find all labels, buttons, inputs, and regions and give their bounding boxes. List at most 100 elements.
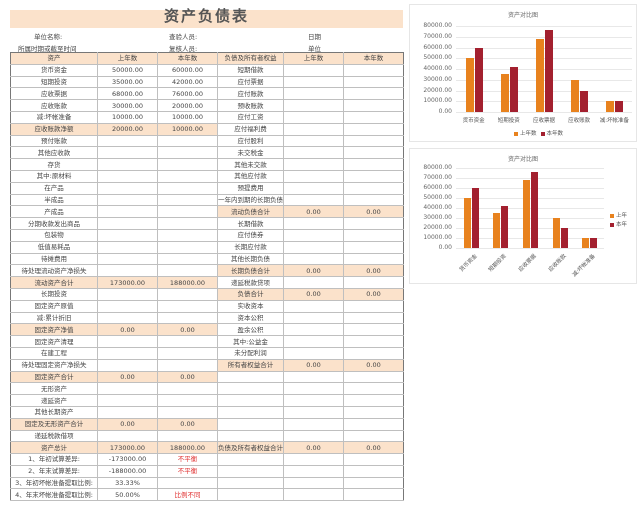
- asset-name-cell[interactable]: 货币资金: [10, 63, 98, 77]
- liability-curr-year-cell[interactable]: [343, 370, 404, 384]
- liability-name-cell[interactable]: 长期借款: [217, 217, 284, 230]
- asset-name-cell[interactable]: 低值易耗品: [10, 240, 98, 254]
- liability-name-cell[interactable]: 长期应付款: [217, 240, 284, 254]
- liability-curr-year-cell[interactable]: [343, 240, 404, 254]
- liability-prev-year-cell[interactable]: 0.00: [283, 287, 344, 301]
- liability-name-cell[interactable]: 流动负债合计: [217, 205, 284, 219]
- empty-cell[interactable]: [283, 464, 344, 478]
- chart-legend[interactable]: 上年数 本年数: [514, 129, 567, 137]
- checker-label[interactable]: 查验人员:: [169, 33, 198, 41]
- check-value-cell[interactable]: 50.00%: [97, 488, 158, 502]
- liability-name-cell[interactable]: 预提费用: [217, 181, 284, 195]
- asset-name-cell[interactable]: 预付账款: [10, 134, 98, 148]
- bar-curr-0[interactable]: [474, 47, 483, 112]
- asset-prev-year-cell[interactable]: [97, 264, 158, 278]
- asset-curr-year-cell[interactable]: [157, 394, 218, 407]
- bar-prev-4[interactable]: [582, 238, 590, 248]
- column-header[interactable]: 资产: [10, 52, 98, 65]
- liability-curr-year-cell[interactable]: [343, 323, 404, 337]
- bar-prev-1[interactable]: [493, 213, 501, 248]
- liability-curr-year-cell[interactable]: [343, 228, 404, 242]
- liability-name-cell[interactable]: 递延税款贷项: [217, 276, 284, 289]
- liability-curr-year-cell[interactable]: [343, 134, 404, 148]
- bar-curr-4[interactable]: [590, 238, 598, 248]
- column-header[interactable]: 本年数: [343, 52, 404, 65]
- asset-name-cell[interactable]: 减:累计折旧: [10, 311, 98, 325]
- asset-curr-year-cell[interactable]: 60000.00: [157, 63, 218, 77]
- asset-prev-year-cell[interactable]: 173000.00: [97, 441, 158, 455]
- liability-prev-year-cell[interactable]: [283, 405, 344, 419]
- liability-prev-year-cell[interactable]: [283, 134, 344, 148]
- liability-name-cell[interactable]: 应付账款: [217, 87, 284, 101]
- check-status-cell[interactable]: 不平衡: [157, 453, 218, 466]
- asset-curr-year-cell[interactable]: 76000.00: [157, 87, 218, 101]
- liability-name-cell[interactable]: 负债合计: [217, 287, 284, 301]
- asset-name-cell[interactable]: 应收账款: [10, 99, 98, 112]
- asset-name-cell[interactable]: 固定资产清理: [10, 335, 98, 348]
- bar-prev-0[interactable]: [463, 198, 471, 248]
- liability-curr-year-cell[interactable]: [343, 394, 404, 407]
- asset-curr-year-cell[interactable]: [157, 429, 218, 443]
- asset-curr-year-cell[interactable]: [157, 405, 218, 419]
- liability-prev-year-cell[interactable]: [283, 228, 344, 242]
- asset-curr-year-cell[interactable]: [157, 193, 218, 207]
- liability-name-cell[interactable]: 短期借款: [217, 63, 284, 77]
- asset-curr-year-cell[interactable]: [157, 240, 218, 254]
- chart-legend-item[interactable]: 上年: [610, 211, 627, 219]
- asset-curr-year-cell[interactable]: [157, 181, 218, 195]
- asset-curr-year-cell[interactable]: [157, 358, 218, 372]
- check-label-cell[interactable]: 2、年末试算差异:: [10, 464, 98, 478]
- asset-name-cell[interactable]: 固定资产合计: [10, 370, 98, 384]
- empty-cell[interactable]: [217, 476, 284, 490]
- asset-name-cell[interactable]: 短期投资: [10, 75, 98, 89]
- asset-comparison-chart-2[interactable]: 资产对比图 80000.00 70000.00 60000.00 50000.00 40…: [409, 148, 637, 284]
- liability-prev-year-cell[interactable]: [283, 323, 344, 337]
- check-label-cell[interactable]: 1、年初试算差异:: [10, 453, 98, 466]
- check-status-cell[interactable]: 不平衡: [157, 464, 218, 478]
- asset-name-cell[interactable]: 分期收款发出商品: [10, 217, 98, 230]
- liability-prev-year-cell[interactable]: [283, 276, 344, 289]
- check-value-cell[interactable]: 33.33%: [97, 476, 158, 490]
- asset-curr-year-cell[interactable]: [157, 146, 218, 160]
- asset-name-cell[interactable]: 其他长期资产: [10, 405, 98, 419]
- liability-name-cell[interactable]: 应付股利: [217, 134, 284, 148]
- liability-curr-year-cell[interactable]: [343, 99, 404, 112]
- asset-comparison-chart-1[interactable]: 资产对比图 80000.00 70000.00 60000.00 50000.00 40…: [409, 4, 637, 142]
- liability-curr-year-cell[interactable]: [343, 346, 404, 360]
- check-value-cell[interactable]: -188000.00: [97, 464, 158, 478]
- asset-curr-year-cell[interactable]: 188000.00: [157, 276, 218, 289]
- liability-prev-year-cell[interactable]: [283, 110, 344, 124]
- asset-curr-year-cell[interactable]: [157, 311, 218, 325]
- liability-prev-year-cell[interactable]: [283, 122, 344, 136]
- liability-curr-year-cell[interactable]: 0.00: [343, 358, 404, 372]
- asset-name-cell[interactable]: 递延资产: [10, 394, 98, 407]
- asset-curr-year-cell[interactable]: [157, 169, 218, 183]
- liability-curr-year-cell[interactable]: [343, 252, 404, 266]
- column-header[interactable]: 上年数: [283, 52, 344, 65]
- liability-prev-year-cell[interactable]: [283, 394, 344, 407]
- liability-prev-year-cell[interactable]: [283, 370, 344, 384]
- liability-prev-year-cell[interactable]: [283, 75, 344, 89]
- empty-cell[interactable]: [283, 476, 344, 490]
- asset-prev-year-cell[interactable]: 50000.00: [97, 63, 158, 77]
- asset-prev-year-cell[interactable]: [97, 299, 158, 313]
- liability-curr-year-cell[interactable]: [343, 382, 404, 396]
- liability-curr-year-cell[interactable]: [343, 417, 404, 431]
- liability-curr-year-cell[interactable]: [343, 429, 404, 443]
- empty-cell[interactable]: [343, 488, 404, 502]
- liability-prev-year-cell[interactable]: [283, 240, 344, 254]
- liability-curr-year-cell[interactable]: [343, 181, 404, 195]
- liability-name-cell[interactable]: [217, 394, 284, 407]
- asset-curr-year-cell[interactable]: [157, 382, 218, 396]
- liability-name-cell[interactable]: [217, 370, 284, 384]
- liability-curr-year-cell[interactable]: [343, 276, 404, 289]
- liability-name-cell[interactable]: [217, 382, 284, 396]
- asset-curr-year-cell[interactable]: [157, 335, 218, 348]
- asset-name-cell[interactable]: 半成品: [10, 193, 98, 207]
- asset-name-cell[interactable]: 减:坏帐准备: [10, 110, 98, 124]
- liability-curr-year-cell[interactable]: 0.00: [343, 205, 404, 219]
- liability-curr-year-cell[interactable]: [343, 193, 404, 207]
- liability-prev-year-cell[interactable]: [283, 217, 344, 230]
- liability-prev-year-cell[interactable]: [283, 382, 344, 396]
- liability-prev-year-cell[interactable]: [283, 346, 344, 360]
